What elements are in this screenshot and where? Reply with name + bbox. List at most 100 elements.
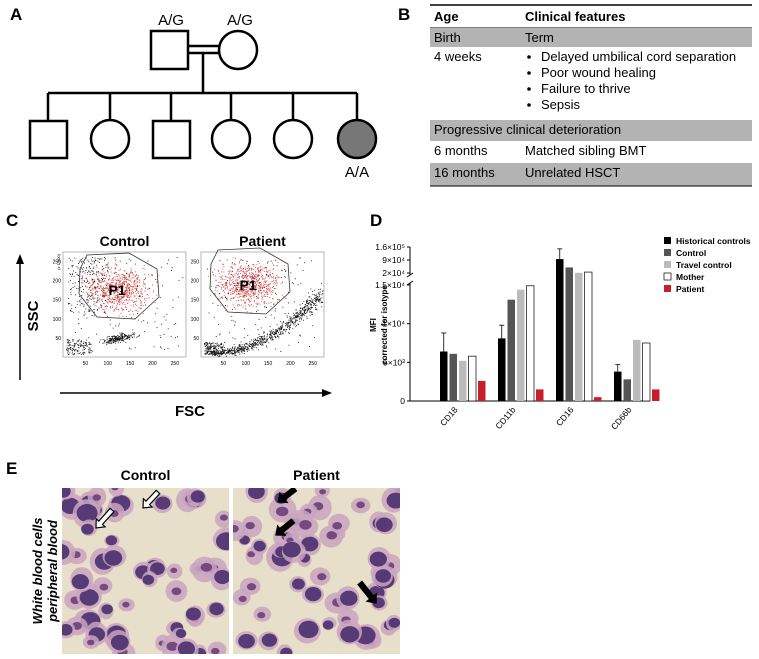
daughter: [210, 118, 252, 160]
event-dot: [284, 269, 286, 270]
event-dot: [277, 262, 279, 263]
event-dot: [220, 350, 221, 352]
event-dot: [85, 282, 87, 283]
event-dot: [212, 352, 213, 354]
event-dot: [74, 350, 76, 352]
event-dot: [68, 345, 70, 347]
event-dot: [243, 292, 245, 294]
event-dot: [318, 299, 319, 301]
event-dot: [130, 304, 132, 306]
event-dot: [85, 257, 87, 259]
event-dot: [242, 288, 244, 290]
nucleus: [369, 551, 387, 567]
event-dot: [212, 350, 214, 352]
event-dot: [82, 277, 84, 279]
event-dot: [259, 289, 261, 291]
event-dot: [92, 273, 94, 275]
event-dot: [69, 344, 71, 346]
event-dot: [109, 286, 111, 288]
event-dot: [73, 311, 74, 313]
event-dot: [215, 354, 217, 355]
event-dot: [287, 323, 289, 324]
event-dot: [308, 307, 309, 309]
event-dot: [149, 287, 150, 289]
y-tick-label: 200: [191, 279, 200, 285]
event-dot: [88, 282, 90, 284]
event-dot: [208, 348, 210, 350]
event-dot: [122, 335, 123, 337]
event-dot: [72, 287, 74, 288]
event-dot: [104, 296, 106, 298]
event-dot: [87, 299, 89, 301]
event-dot: [282, 333, 284, 335]
event-dot: [259, 341, 260, 343]
event-dot: [230, 283, 232, 285]
event-dot: [228, 351, 230, 353]
event-dot: [295, 321, 296, 323]
event-dot: [310, 311, 312, 312]
event-dot: [236, 349, 238, 350]
event-dot: [133, 334, 135, 335]
event-dot: [119, 338, 121, 340]
event-dot: [266, 274, 268, 276]
event-dot: [91, 270, 93, 272]
event-dot: [272, 268, 274, 270]
event-dot: [257, 341, 259, 342]
event-dot: [132, 286, 134, 287]
event-dot: [275, 294, 277, 295]
event-dot: [129, 336, 130, 338]
event-dot: [105, 284, 107, 286]
event-dot: [240, 273, 242, 274]
event-dot: [73, 345, 75, 347]
event-dot: [273, 334, 275, 336]
event-dot: [127, 336, 129, 338]
event-dot: [261, 293, 263, 295]
event-dot: [257, 268, 259, 270]
event-dot: [245, 291, 247, 292]
event-dot: [107, 287, 109, 289]
event-dot: [247, 343, 248, 345]
event-dot: [121, 338, 123, 340]
event-dot: [310, 303, 312, 305]
event-dot: [243, 290, 245, 291]
event-dot: [271, 339, 273, 341]
event-dot: [108, 286, 110, 288]
event-dot: [306, 302, 307, 303]
event-dot: [71, 266, 73, 268]
event-dot: [209, 348, 211, 349]
event-dot: [269, 269, 271, 271]
event-dot: [87, 292, 89, 294]
event-dot: [133, 302, 134, 303]
event-dot: [312, 307, 313, 309]
event-dot: [290, 320, 292, 322]
event-dot: [285, 331, 286, 333]
event-dot: [117, 280, 119, 281]
feature-cell: Failure to thrive: [541, 81, 631, 96]
event-dot: [302, 308, 304, 310]
event-dot: [208, 349, 210, 351]
event-dot: [235, 293, 237, 295]
event-dot: [247, 270, 249, 272]
event-dot: [107, 342, 108, 344]
event-dot: [222, 346, 224, 348]
y-tick-label: 1.5×10⁴: [375, 280, 405, 290]
event-dot: [225, 297, 226, 298]
event-dot: [156, 307, 158, 309]
event-dot: [120, 268, 121, 270]
event-dot: [137, 313, 139, 314]
event-dot: [254, 276, 256, 278]
event-dot: [253, 286, 254, 288]
genotype: A/G: [227, 12, 253, 29]
event-dot: [215, 353, 217, 355]
event-dot: [246, 277, 248, 279]
event-dot: [83, 351, 85, 353]
event-dot: [160, 346, 161, 348]
event-dot: [269, 333, 271, 335]
event-dot: [234, 308, 236, 310]
event-dot: [251, 269, 252, 271]
event-dot: [91, 260, 93, 262]
event-dot: [220, 347, 222, 348]
event-dot: [116, 337, 118, 339]
event-dot: [117, 297, 118, 299]
nucleus: [388, 617, 400, 628]
